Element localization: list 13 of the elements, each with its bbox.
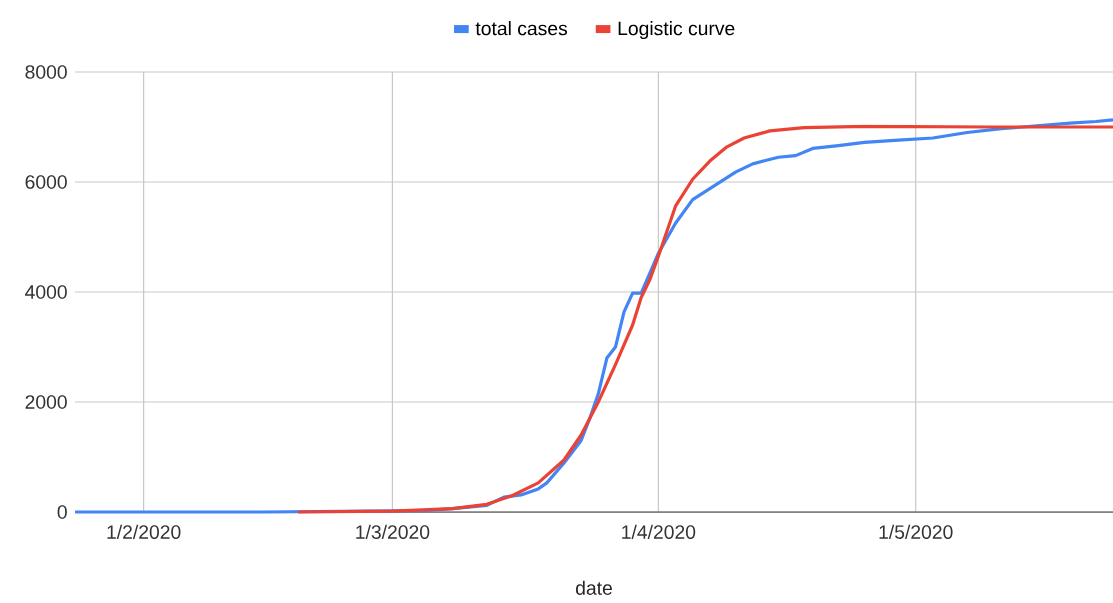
y-tick-label: 4000 — [25, 285, 67, 299]
y-tick-label: 8000 — [25, 65, 67, 79]
legend-label: total cases — [475, 21, 568, 36]
x-axis-title: date — [576, 580, 612, 595]
x-tick-label: 1/2/2020 — [107, 524, 181, 539]
y-tick-label: 0 — [57, 505, 67, 519]
x-tick-label: 1/5/2020 — [879, 524, 953, 539]
x-tick-label: 1/4/2020 — [622, 524, 696, 539]
legend-label: Logistic curve — [618, 21, 735, 40]
line-series — [296, 124, 1113, 514]
x-tick-label: 1/3/2020 — [356, 524, 430, 539]
y-tick-label: 2000 — [25, 395, 67, 409]
y-tick-label: 6000 — [25, 175, 67, 189]
